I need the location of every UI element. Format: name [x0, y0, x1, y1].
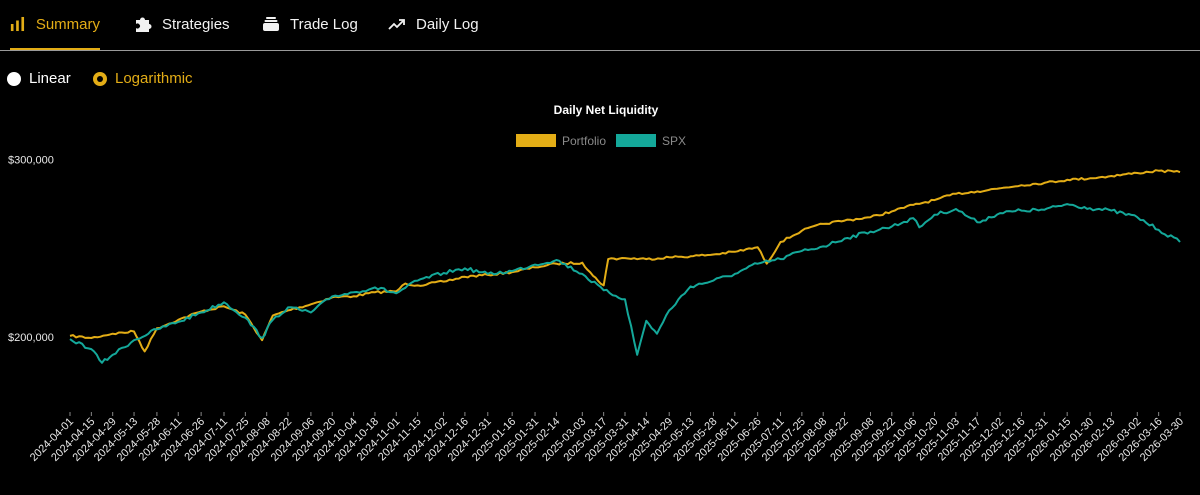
tab-label: Trade Log — [290, 15, 358, 33]
tab-summary[interactable]: Summary — [10, 0, 100, 50]
y-tick-label: $300,000 — [8, 155, 54, 167]
chart-legend: Portfolio SPX — [516, 134, 686, 148]
puzzle-icon — [136, 17, 152, 32]
radio-unchecked-icon — [7, 71, 21, 86]
bar-chart-icon — [10, 16, 25, 32]
tab-label: Daily Log — [416, 15, 479, 33]
layers-icon — [263, 17, 279, 31]
tab-label: Strategies — [162, 15, 230, 33]
radio-checked-icon — [93, 71, 107, 86]
legend-swatch — [616, 134, 656, 147]
tab-label: Summary — [35, 15, 100, 33]
y-tick-label: $200,000 — [8, 332, 54, 344]
legend-swatch — [516, 134, 556, 147]
linear-label: Linear — [29, 70, 71, 87]
legend-label[interactable]: SPX — [662, 134, 686, 148]
logarithmic-label: Logarithmic — [115, 70, 193, 87]
tab-daily-log[interactable]: Daily Log — [388, 0, 479, 48]
series-line-spx — [69, 203, 1181, 364]
trend-up-icon — [388, 19, 405, 30]
series-line-portfolio — [69, 169, 1181, 353]
linear-radio[interactable]: Linear — [7, 70, 71, 87]
tab-strategies[interactable]: Strategies — [134, 0, 230, 48]
logarithmic-radio[interactable]: Logarithmic — [93, 70, 193, 87]
chart-title: Daily Net Liquidity — [554, 103, 659, 117]
y-axis: $200,000 $300,000 — [8, 155, 54, 344]
tab-trade-log[interactable]: Trade Log — [262, 0, 358, 48]
x-axis: 2024-04-012024-04-152024-04-292024-05-13… — [28, 412, 1186, 464]
legend-label[interactable]: Portfolio — [562, 134, 606, 148]
plot-area — [69, 169, 1181, 364]
tab-bar: Summary Strategies Trade Log Daily Log — [0, 0, 1200, 51]
